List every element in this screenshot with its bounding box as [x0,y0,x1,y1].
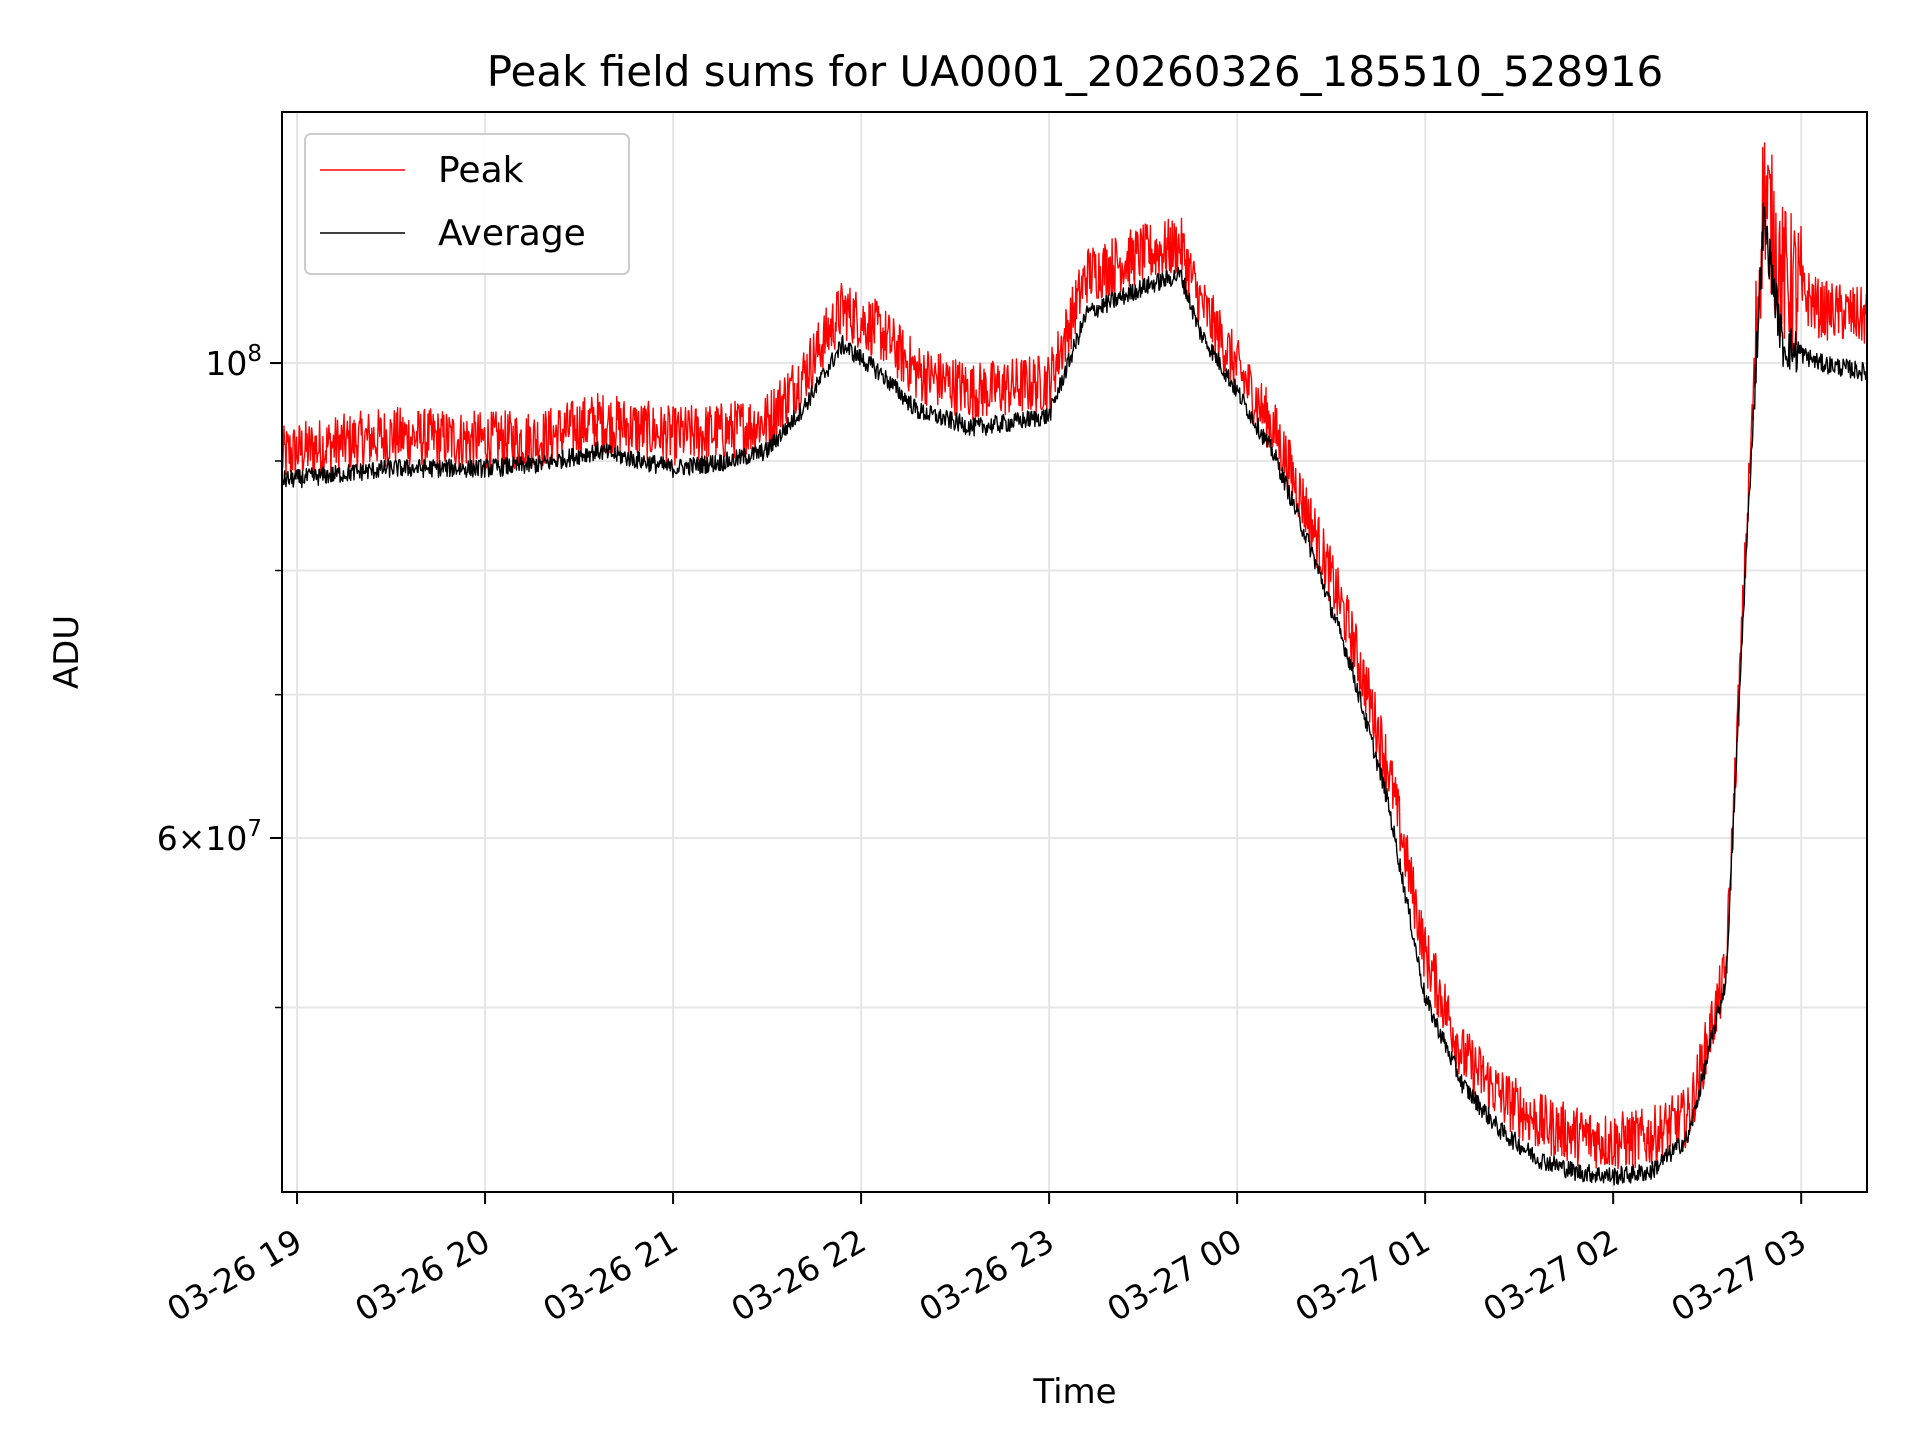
y-tick-label: 6×107 [157,816,262,858]
chart-title: Peak field sums for UA0001_20260326_1855… [487,47,1664,96]
x-axis-label: Time [1032,1372,1116,1412]
series-line-average [282,202,1867,1186]
series-layer [282,142,1867,1186]
y-axis-label: ADU [47,615,87,689]
legend-box [304,133,630,275]
legend-label-average: Average [438,213,586,254]
plot-frame [281,111,1868,1193]
y-tick-label: 108 [205,341,262,383]
grid [282,112,1867,1192]
legend: Peak Average [304,133,630,275]
legend-label-peak: Peak [438,150,524,191]
series-line-peak [282,142,1867,1170]
